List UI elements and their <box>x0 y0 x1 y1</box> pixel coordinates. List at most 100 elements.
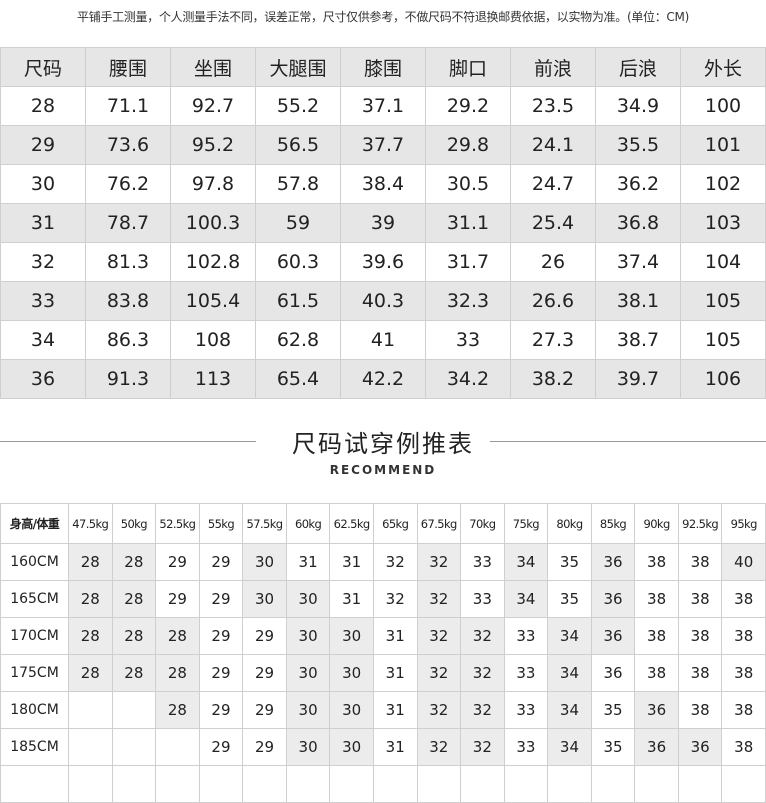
size-cell: 38 <box>677 617 723 655</box>
size-cell: 35 <box>547 580 592 618</box>
table-cell: 73.6 <box>85 125 171 165</box>
weight-header: 50kg <box>111 503 157 544</box>
size-table-header: 尺码 腰围 坐围 大腿围 膝围 脚口 前浪 后浪 外长 <box>0 47 766 87</box>
table-cell: 37.1 <box>340 86 426 126</box>
table-cell: 61.5 <box>255 281 341 321</box>
table-cell: 36.8 <box>595 203 681 243</box>
height-label: 170CM <box>0 617 69 655</box>
table-cell: 30 <box>0 164 86 204</box>
size-cell: 36 <box>590 580 636 618</box>
size-cell: 33 <box>503 728 549 766</box>
column-header: 尺码 <box>0 47 86 87</box>
size-cell: 38 <box>677 654 723 692</box>
title-divider-left <box>0 441 256 442</box>
table-cell: 106 <box>680 359 766 399</box>
weight-header: 80kg <box>547 503 592 544</box>
weight-header: 65kg <box>372 503 418 544</box>
table-cell: 71.1 <box>85 86 171 126</box>
size-cell: 28 <box>111 543 157 581</box>
table-cell: 38.7 <box>595 320 681 360</box>
table-cell: 38.2 <box>510 359 596 399</box>
weight-header: 92.5kg <box>677 503 723 544</box>
size-cell <box>634 765 679 803</box>
size-cell: 34 <box>503 580 549 618</box>
size-cell: 31 <box>372 617 418 655</box>
table-cell: 62.8 <box>255 320 341 360</box>
table-cell: 55.2 <box>255 86 341 126</box>
size-cell: 38 <box>721 617 766 655</box>
table-cell: 101 <box>680 125 766 165</box>
recommend-title: 尺码试穿例推表 <box>292 430 474 458</box>
table-row: 165CM 28 28 29 29 30 30 31 32 32 33 34 35 36 38 38 38 <box>0 580 766 618</box>
size-cell: 31 <box>285 543 331 581</box>
size-cell: 34 <box>547 617 592 655</box>
table-cell: 26.6 <box>510 281 596 321</box>
size-cell: 38 <box>721 728 766 766</box>
size-cell: 28 <box>155 691 200 729</box>
size-cell: 40 <box>721 543 766 581</box>
size-cell: 31 <box>329 580 374 618</box>
size-cell: 29 <box>198 580 244 618</box>
size-cell: 33 <box>503 691 549 729</box>
size-cell: 32 <box>416 728 462 766</box>
size-cell: 30 <box>329 617 374 655</box>
table-cell: 29.2 <box>425 86 511 126</box>
column-header: 脚口 <box>425 47 511 87</box>
size-cell: 29 <box>242 654 287 692</box>
table-cell: 40.3 <box>340 281 426 321</box>
table-cell: 39.7 <box>595 359 681 399</box>
size-cell: 32 <box>460 654 505 692</box>
table-cell: 39 <box>340 203 426 243</box>
table-row: 36 91.3 113 65.4 42.2 34.2 38.2 39.7 106 <box>0 359 766 399</box>
table-cell: 23.5 <box>510 86 596 126</box>
size-cell: 32 <box>416 580 462 618</box>
size-cell: 30 <box>285 728 331 766</box>
table-cell: 34.2 <box>425 359 511 399</box>
weight-header: 75kg <box>503 503 549 544</box>
size-cell <box>372 765 418 803</box>
size-cell: 28 <box>68 580 113 618</box>
column-header: 后浪 <box>595 47 681 87</box>
table-cell: 28 <box>0 86 86 126</box>
column-header: 大腿围 <box>255 47 341 87</box>
table-cell: 59 <box>255 203 341 243</box>
weight-header: 67.5kg <box>416 503 462 544</box>
recommend-table-header: 身高/体重 47.5kg 50kg 52.5kg 55kg 57.5kg 60kg 62.5… <box>0 503 766 544</box>
weight-header: 52.5kg <box>155 503 200 544</box>
size-cell: 38 <box>721 654 766 692</box>
table-cell: 60.3 <box>255 242 341 282</box>
weight-header: 47.5kg <box>68 503 113 544</box>
size-cell: 28 <box>68 543 113 581</box>
size-cell: 38 <box>634 617 679 655</box>
size-cell: 31 <box>329 543 374 581</box>
height-label <box>0 765 69 803</box>
table-row: 180CM 28 29 29 30 30 31 32 32 33 34 35 36 38 38 <box>0 691 766 729</box>
size-cell: 34 <box>547 728 592 766</box>
table-cell: 39.6 <box>340 242 426 282</box>
size-cell: 38 <box>634 580 679 618</box>
size-cell: 29 <box>242 617 287 655</box>
size-cell: 33 <box>460 580 505 618</box>
table-cell: 29 <box>0 125 86 165</box>
table-cell: 103 <box>680 203 766 243</box>
size-cell: 33 <box>503 617 549 655</box>
column-header: 坐围 <box>170 47 256 87</box>
column-header: 外长 <box>680 47 766 87</box>
table-row: 170CM 28 28 28 29 29 30 30 31 32 32 33 34 36 38 38 38 <box>0 617 766 655</box>
size-cell: 29 <box>198 617 244 655</box>
size-cell: 36 <box>634 691 679 729</box>
table-cell: 31.7 <box>425 242 511 282</box>
size-cell: 29 <box>155 580 200 618</box>
size-cell <box>460 765 505 803</box>
table-cell: 31.1 <box>425 203 511 243</box>
table-cell: 56.5 <box>255 125 341 165</box>
size-cell: 28 <box>111 617 157 655</box>
weight-header: 62.5kg <box>329 503 374 544</box>
table-cell: 104 <box>680 242 766 282</box>
table-cell: 37.7 <box>340 125 426 165</box>
size-cell <box>68 691 113 729</box>
table-cell: 42.2 <box>340 359 426 399</box>
size-cell: 38 <box>721 691 766 729</box>
table-row <box>0 765 766 803</box>
size-cell: 30 <box>242 580 287 618</box>
